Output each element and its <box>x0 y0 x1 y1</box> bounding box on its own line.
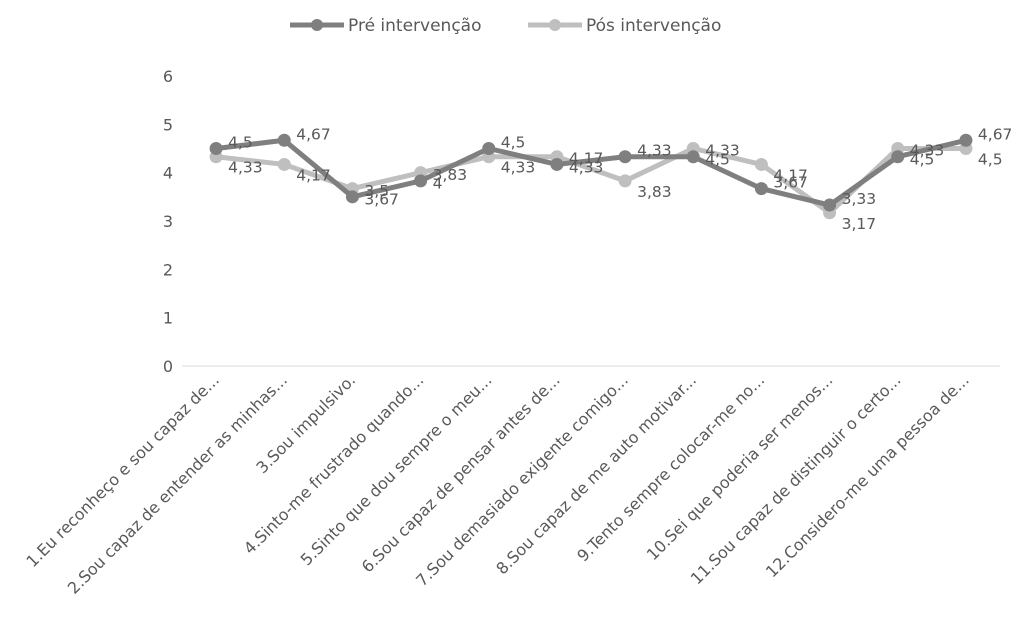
series-1-point <box>277 133 291 147</box>
data-label: 3,17 <box>842 215 877 233</box>
data-label: 4,5 <box>910 151 935 169</box>
legend-label-1: Pré intervenção <box>348 16 482 36</box>
data-label: 3,67 <box>773 174 808 192</box>
data-label: 4,33 <box>501 159 536 177</box>
series-1-point <box>414 174 428 188</box>
data-label: 4,17 <box>296 166 331 184</box>
legend-marker-1 <box>311 19 323 31</box>
y-tick-label: 2 <box>163 260 173 279</box>
series-1-point <box>345 190 359 204</box>
y-tick-label: 5 <box>163 115 173 134</box>
series-1-point <box>891 150 905 164</box>
series-2-point <box>754 157 768 171</box>
y-tick-label: 4 <box>163 164 173 183</box>
data-label: 4,5 <box>705 151 730 169</box>
y-tick-label: 1 <box>163 309 173 328</box>
data-label: 3,67 <box>364 191 399 209</box>
x-axis: 1.Eu reconheço e sou capaz de...2.Sou ca… <box>22 365 1000 598</box>
data-label: 4,33 <box>569 159 604 177</box>
data-label: 4,67 <box>296 125 331 143</box>
data-label: 4,5 <box>501 134 526 152</box>
data-label: 3,33 <box>842 190 877 208</box>
data-label: 3,5 <box>364 182 389 200</box>
data-label: 3,83 <box>433 166 468 184</box>
series-1-point <box>823 198 837 212</box>
data-label: 4,5 <box>978 151 1003 169</box>
legend-label-2: Pós intervenção <box>586 16 721 36</box>
y-tick-label: 6 <box>163 67 173 86</box>
y-tick-label: 0 <box>163 357 173 376</box>
series-2-point <box>618 174 632 188</box>
data-label: 4,67 <box>978 125 1013 143</box>
data-label: 4,5 <box>228 134 253 152</box>
data-label: 3,83 <box>637 183 672 201</box>
data-label: 4,33 <box>705 142 740 160</box>
data-label: 4,17 <box>569 149 604 167</box>
series-1-point <box>550 157 564 171</box>
data-label: 4,33 <box>228 159 263 177</box>
series-1-point <box>686 150 700 164</box>
series-1-point <box>959 133 973 147</box>
series-1-point <box>618 150 632 164</box>
data-labels: 4,5 4,673,53,834,54,17 4,33 4,333,673,334,3… <box>228 125 1012 233</box>
series-2-point <box>277 157 291 171</box>
data-label: 4,17 <box>773 166 808 184</box>
y-axis: 0 1 2 3 4 5 6 <box>163 67 173 376</box>
data-label: 4,33 <box>910 142 945 160</box>
y-tick-label: 3 <box>163 212 173 231</box>
legend: Pré intervenção Pós intervenção <box>290 16 721 36</box>
series-line-1 <box>213 137 969 208</box>
data-label: 4 <box>433 175 443 193</box>
legend-marker-2 <box>549 19 561 31</box>
series-1-point <box>754 182 768 196</box>
series-1-point <box>209 142 223 155</box>
series-layer <box>209 133 973 220</box>
data-label: 4,33 <box>637 142 672 160</box>
series-1-point <box>482 142 496 155</box>
